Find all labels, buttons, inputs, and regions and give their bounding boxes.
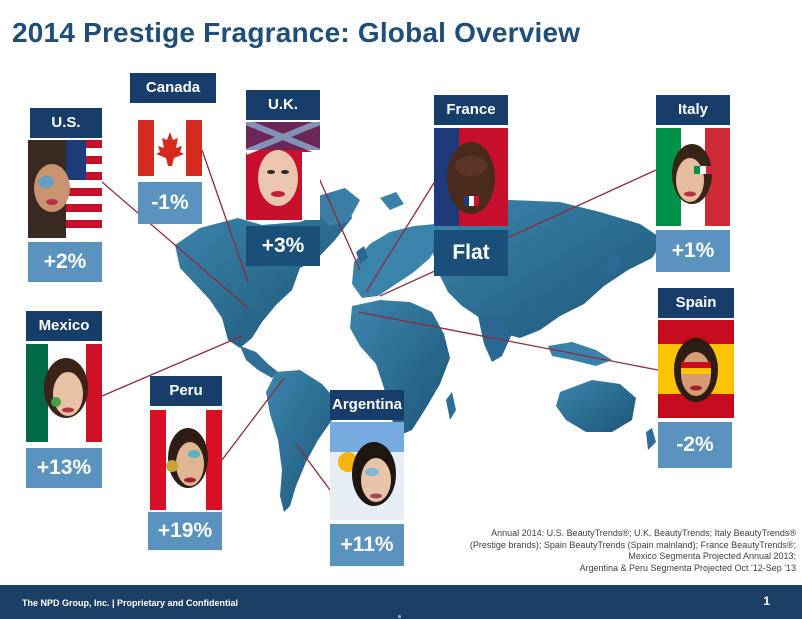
value-argentina: +11% <box>330 524 404 566</box>
label-canada: Canada <box>130 73 216 103</box>
italy-flag-face-photo <box>656 128 730 226</box>
label-uk: U.K. <box>246 90 320 120</box>
central-america-shape <box>240 346 278 378</box>
usa-photo-image <box>28 140 102 238</box>
label-france: France <box>434 95 508 125</box>
value-peru: +19% <box>148 512 222 550</box>
canada-flag <box>138 120 202 176</box>
south-america-shape <box>266 370 336 512</box>
argentina-flag-face-photo <box>330 422 404 520</box>
canada-flag-image <box>138 120 202 176</box>
france-photo-image <box>434 128 508 226</box>
connector-mexico <box>101 335 243 397</box>
italy-photo-image <box>656 128 730 226</box>
value-mexico: +13% <box>26 448 102 488</box>
argentina-photo-image <box>330 422 404 520</box>
label-us: U.S. <box>30 108 102 138</box>
value-us: +2% <box>28 242 102 282</box>
usa-flag-face-photo <box>28 140 102 238</box>
uk-photo-image <box>246 122 320 220</box>
france-flag-face-photo <box>434 128 508 226</box>
value-uk: +3% <box>246 226 320 266</box>
australia-shape <box>556 380 636 432</box>
footer-bar: The NPD Group, Inc. | Proprietary and Co… <box>0 585 802 619</box>
arctic-islands-shape <box>380 192 404 210</box>
source-line: Mexico Segmenta Projected Annual 2013; <box>628 551 796 561</box>
mexico-flag-face-photo <box>26 344 102 442</box>
connector-italy <box>379 169 657 297</box>
connector-spain <box>357 311 659 371</box>
source-line: Argentina & Peru Segmenta Projected Oct … <box>579 562 796 573</box>
connector-us <box>101 181 249 309</box>
source-note: Annual 2014: U.S. BeautyTrends®; U.K. Be… <box>470 528 796 574</box>
connector-canada <box>201 149 249 283</box>
uk-flag-face-photo <box>246 122 320 220</box>
page-number: 1 <box>763 594 770 608</box>
connector-uk <box>317 175 361 271</box>
new-zealand-shape <box>646 428 656 450</box>
value-france: Flat <box>434 230 508 276</box>
africa-shape <box>350 300 450 436</box>
mexico-photo-image <box>26 344 102 442</box>
uk-shape <box>356 246 368 264</box>
spain-photo-image <box>658 320 734 418</box>
value-spain: -2% <box>658 422 732 468</box>
value-canada: -1% <box>138 182 202 224</box>
label-italy: Italy <box>656 95 730 125</box>
label-spain: Spain <box>658 288 734 318</box>
footer-dot <box>398 615 401 618</box>
connector-argentina <box>295 443 331 491</box>
se-asia-islands-shape <box>548 342 612 366</box>
peru-flag-face-photo <box>150 410 222 510</box>
spain-flag-face-photo <box>658 320 734 418</box>
footer-company: The NPD Group, Inc. | Proprietary and Co… <box>22 598 239 608</box>
value-italy: +1% <box>656 230 730 272</box>
source-line: Annual 2014: U.S. BeautyTrends®; U.K. Be… <box>491 528 796 538</box>
label-mexico: Mexico <box>26 311 102 341</box>
madagascar-shape <box>446 392 456 420</box>
peru-photo-image <box>150 410 222 510</box>
connector-france <box>365 177 438 293</box>
label-peru: Peru <box>150 376 222 406</box>
label-argentina: Argentina <box>330 390 404 420</box>
page-title: 2014 Prestige Fragrance: Global Overview <box>12 17 581 48</box>
source-line: (Prestige brands); Spain BeautyTrends (S… <box>469 539 796 550</box>
japan-shape <box>606 250 622 276</box>
connector-peru <box>221 377 285 461</box>
